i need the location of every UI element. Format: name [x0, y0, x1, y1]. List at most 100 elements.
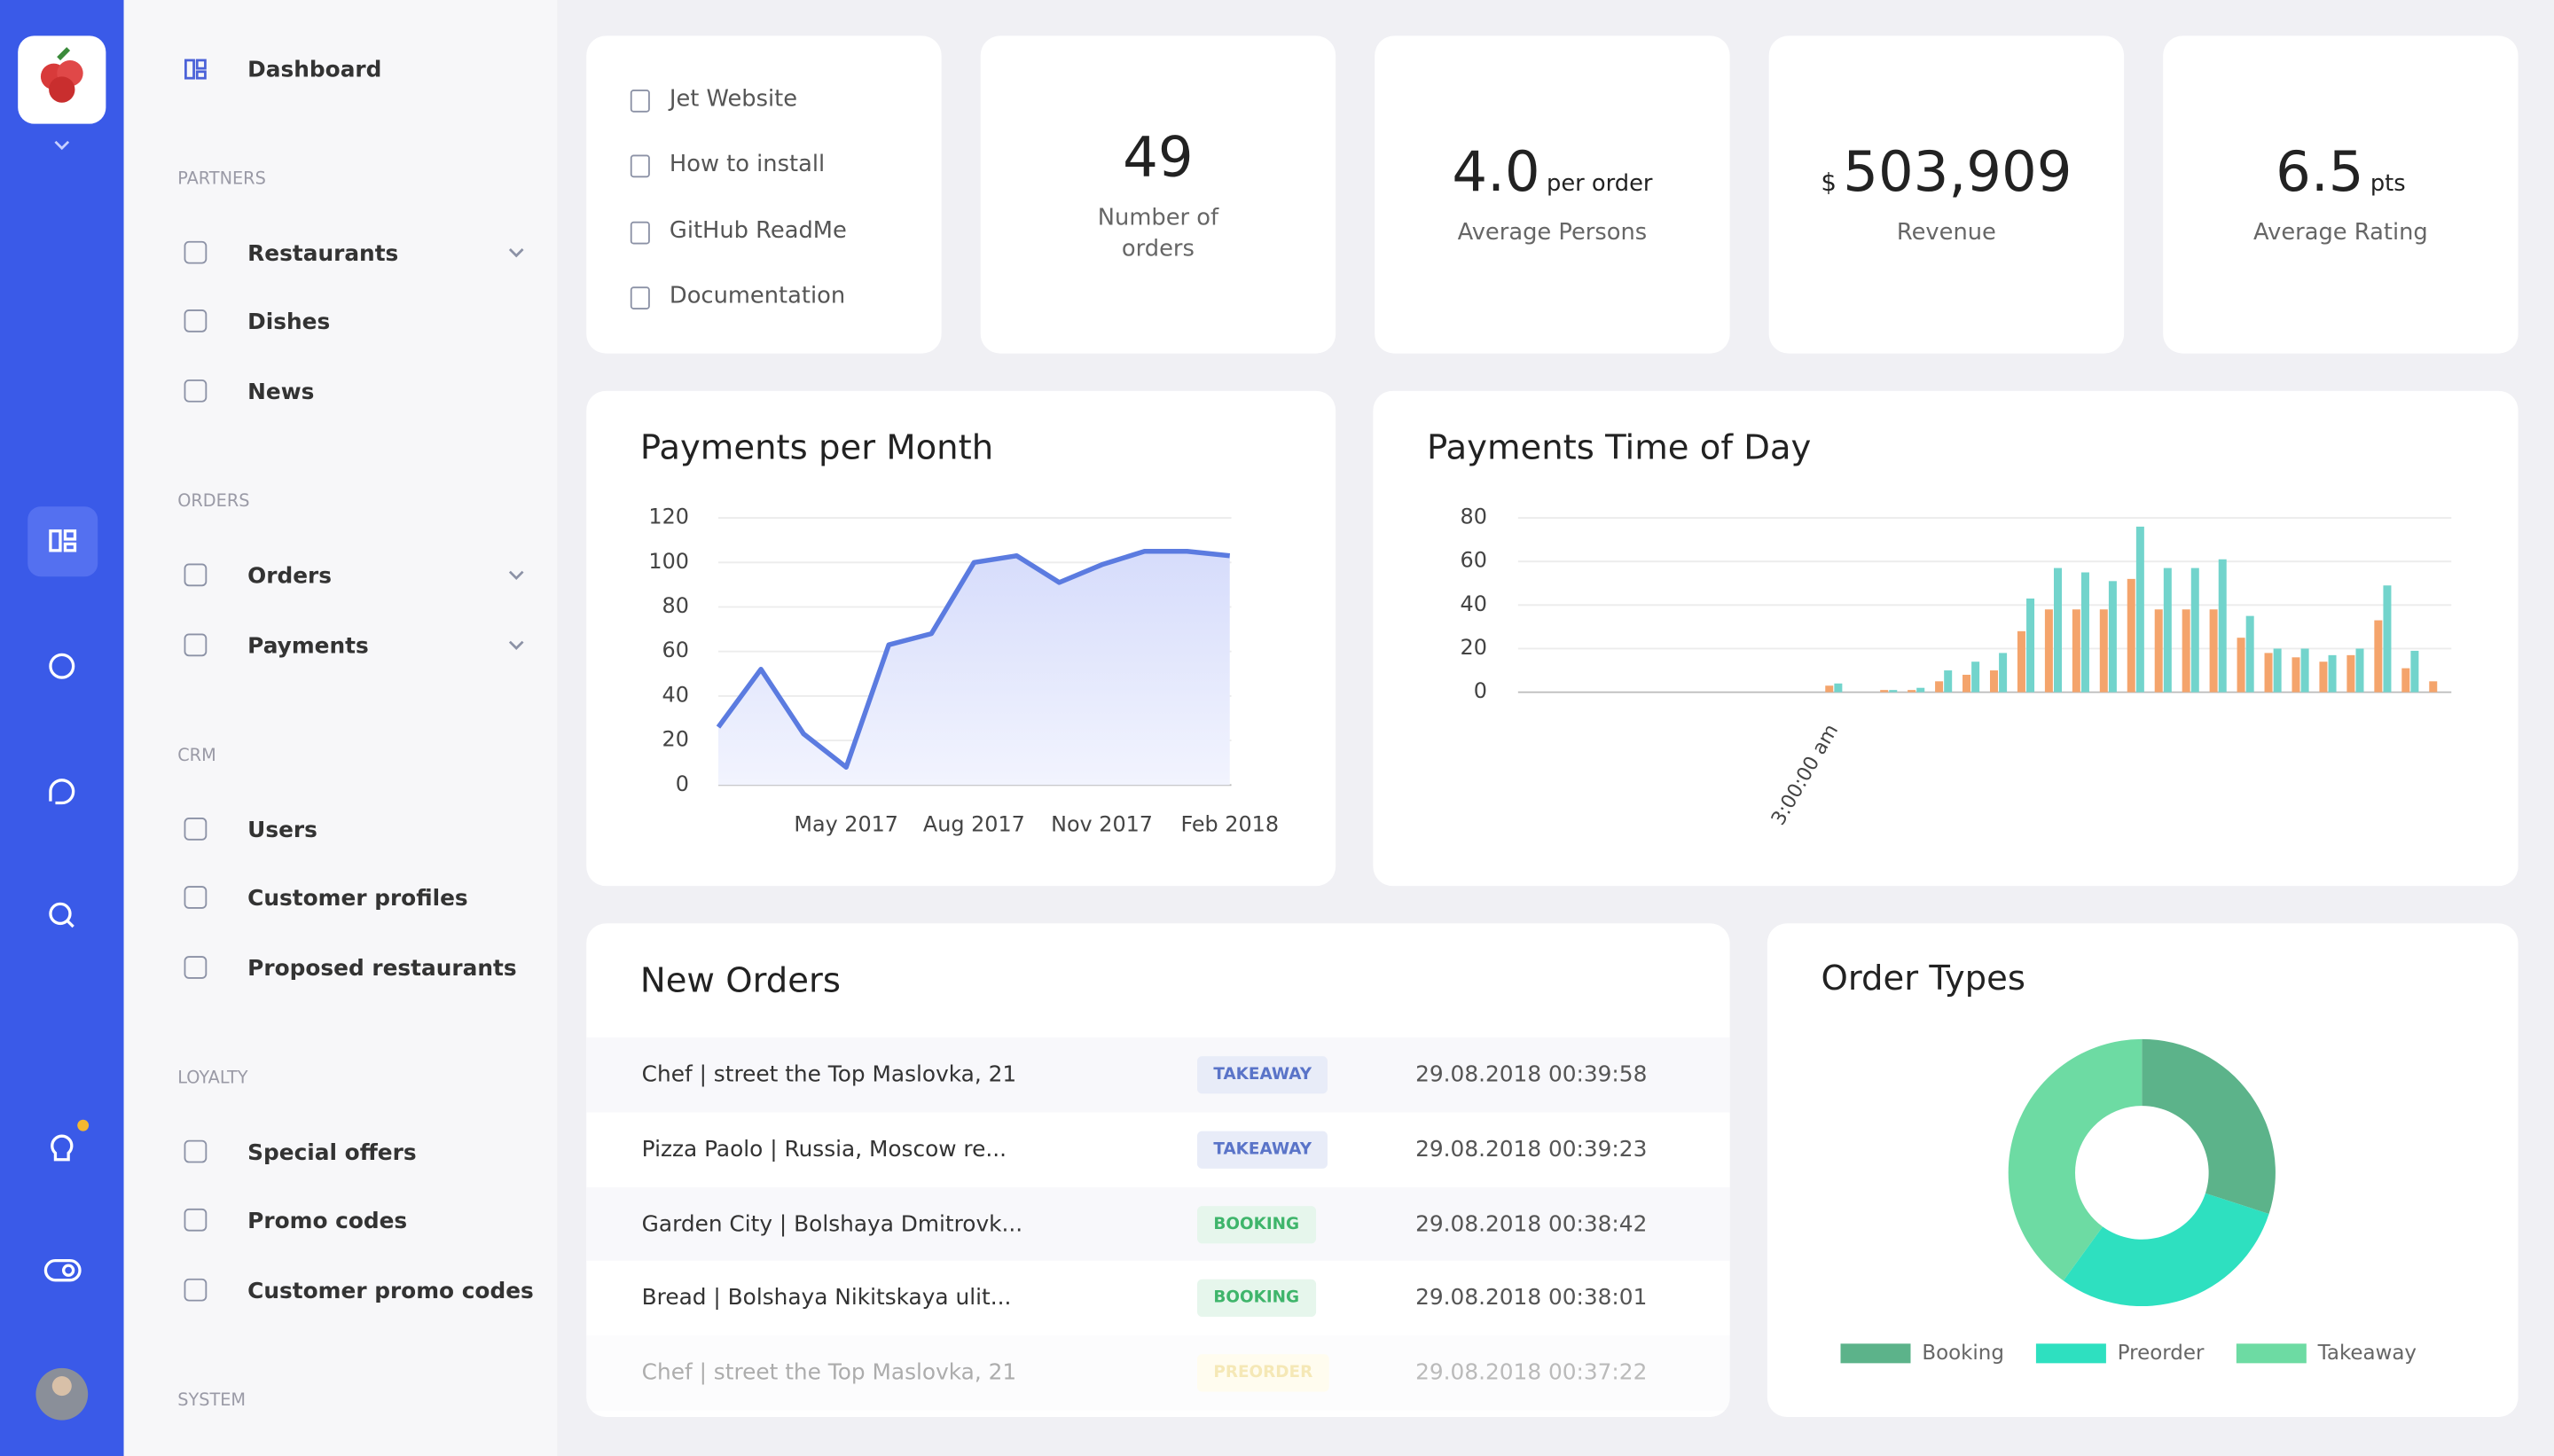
rail-icon[interactable] — [51, 1134, 74, 1162]
card-title: New Orders — [639, 960, 841, 1000]
link[interactable]: Jet Website — [669, 86, 798, 113]
order-name: Bread | Bolshaya Nikitskaya ulit... — [641, 1285, 1012, 1312]
link-icon — [630, 221, 650, 245]
stat-label: Revenue — [1896, 219, 1996, 247]
nav-icon — [184, 886, 208, 909]
order-name: Chef | street the Top Maslovka, 21 — [641, 1360, 1017, 1387]
nav-item[interactable]: News — [247, 379, 315, 406]
order-date: 29.08.2018 00:37:22 — [1415, 1360, 1648, 1387]
link[interactable]: GitHub ReadMe — [669, 217, 847, 245]
order-type-badge: BOOKING — [1197, 1280, 1316, 1318]
stat-prefix: $ — [1821, 168, 1837, 198]
link-icon — [630, 155, 650, 178]
stat-value: 4.0 — [1452, 139, 1540, 206]
nav-icon — [184, 818, 208, 841]
rail-icon[interactable] — [49, 779, 75, 805]
nav-icon — [184, 59, 195, 80]
rail-icon[interactable] — [66, 919, 74, 928]
nav-chevron[interactable] — [508, 570, 524, 580]
nav-section-title: ORDERS — [177, 491, 250, 512]
nav-icon — [184, 563, 208, 587]
rail-icon — [63, 529, 77, 541]
order-type-badge: PREORDER — [1197, 1354, 1329, 1392]
nav-icon — [184, 1208, 208, 1232]
nav-icon — [184, 379, 208, 403]
links-card — [586, 35, 942, 354]
stat-card: $503,909 Revenue — [1768, 35, 2125, 354]
nav-icon — [184, 1278, 208, 1302]
stat-label: Average Persons — [1457, 219, 1648, 247]
table-row[interactable]: Pizza Paolo | Russia, Moscow re... TAKEAW… — [586, 1112, 1730, 1187]
nav-item[interactable]: Special offers — [247, 1139, 417, 1167]
nav-item[interactable]: Customer profiles — [247, 886, 468, 912]
logo-berry — [49, 76, 75, 103]
nav-item[interactable]: Promo codes — [247, 1208, 408, 1235]
rail-icon[interactable] — [49, 902, 72, 926]
nav-item[interactable]: Payments — [247, 633, 369, 660]
order-date: 29.08.2018 00:38:42 — [1415, 1210, 1648, 1238]
rail-icon — [63, 542, 77, 552]
stat-value-row: 6.5 pts — [2276, 140, 2405, 205]
table-row[interactable]: Chef | street the Top Maslovka, 21 PREORD… — [586, 1335, 1730, 1411]
nav-section-title: LOYALTY — [177, 1068, 248, 1088]
rail-icon[interactable] — [43, 1258, 82, 1282]
nav-item[interactable]: Dishes — [247, 309, 331, 336]
stat-value: 49 — [1123, 124, 1194, 190]
rail-chevron[interactable] — [54, 140, 70, 151]
stat-label: Number of orders — [1097, 204, 1219, 262]
order-type-badge: TAKEAWAY — [1197, 1056, 1328, 1094]
stat-label: Average Rating — [2253, 219, 2428, 247]
stat-value-row: 49 — [1123, 125, 1193, 190]
stat-value: 6.5 — [2276, 139, 2364, 206]
order-name: Garden City | Bolshaya Dmitrovk... — [641, 1210, 1023, 1238]
stat-value-row: 4.0 per order — [1452, 140, 1652, 205]
logo-leaf — [57, 47, 71, 61]
order-name: Pizza Paolo | Russia, Moscow re... — [641, 1136, 1007, 1163]
notification-dot — [77, 1119, 90, 1131]
nav-icon — [195, 70, 207, 80]
order-date: 29.08.2018 00:39:58 — [1415, 1061, 1648, 1088]
nav-item[interactable]: Orders — [247, 563, 333, 590]
link-icon — [630, 286, 650, 310]
link-icon — [630, 90, 650, 113]
nav-item[interactable]: Customer promo codes — [247, 1278, 534, 1305]
rail-active[interactable] — [27, 506, 98, 577]
rail-icon[interactable] — [49, 653, 75, 679]
nav-icon — [184, 956, 208, 979]
table-row[interactable]: Chef | street the Top Maslovka, 21 TAKEAW… — [586, 1037, 1730, 1113]
stat-card: 4.0 per order Average Persons — [1375, 35, 1730, 354]
nav-icon — [195, 59, 207, 70]
rail — [0, 0, 124, 1456]
stat-card: 49 Number of orders — [980, 35, 1336, 354]
table-row[interactable]: Bread | Bolshaya Nikitskaya ulit... BOOKI… — [586, 1261, 1730, 1336]
nav-item[interactable]: Dashboard — [247, 57, 382, 83]
pie-card — [1767, 923, 2519, 1417]
order-type-badge: TAKEAWAY — [1197, 1131, 1328, 1169]
stat-value-row: $503,909 — [1821, 140, 2072, 205]
nav-section-title: PARTNERS — [177, 169, 266, 190]
sidebar-icons — [18, 35, 524, 1421]
nav-item[interactable]: Proposed restaurants — [247, 956, 517, 982]
nav-icon — [184, 633, 208, 657]
order-type-badge: BOOKING — [1197, 1205, 1316, 1243]
order-date: 29.08.2018 00:38:01 — [1415, 1285, 1648, 1312]
order-date: 29.08.2018 00:39:23 — [1415, 1136, 1648, 1163]
avatar-face — [51, 1376, 72, 1397]
link[interactable]: Documentation — [669, 283, 846, 310]
nav-icon — [184, 240, 208, 264]
stat-value: 503,909 — [1843, 139, 2072, 206]
link[interactable]: How to install — [669, 152, 826, 178]
nav-section-title: SYSTEM — [177, 1390, 247, 1411]
order-name: Chef | street the Top Maslovka, 21 — [641, 1061, 1017, 1088]
orders-card: New Orders Chef | street the Top Maslovka… — [586, 923, 1730, 1417]
table-row[interactable]: Garden City | Bolshaya Dmitrovk... BOOKIN… — [586, 1186, 1730, 1262]
nav-chevron[interactable] — [508, 640, 524, 650]
nav-item[interactable]: Users — [247, 818, 317, 844]
stat-unit: pts — [2370, 170, 2406, 198]
rail-icon — [49, 529, 62, 552]
rail-icon — [61, 1264, 75, 1277]
nav-item[interactable]: Restaurants — [247, 240, 399, 268]
nav-chevron[interactable] — [508, 248, 524, 258]
